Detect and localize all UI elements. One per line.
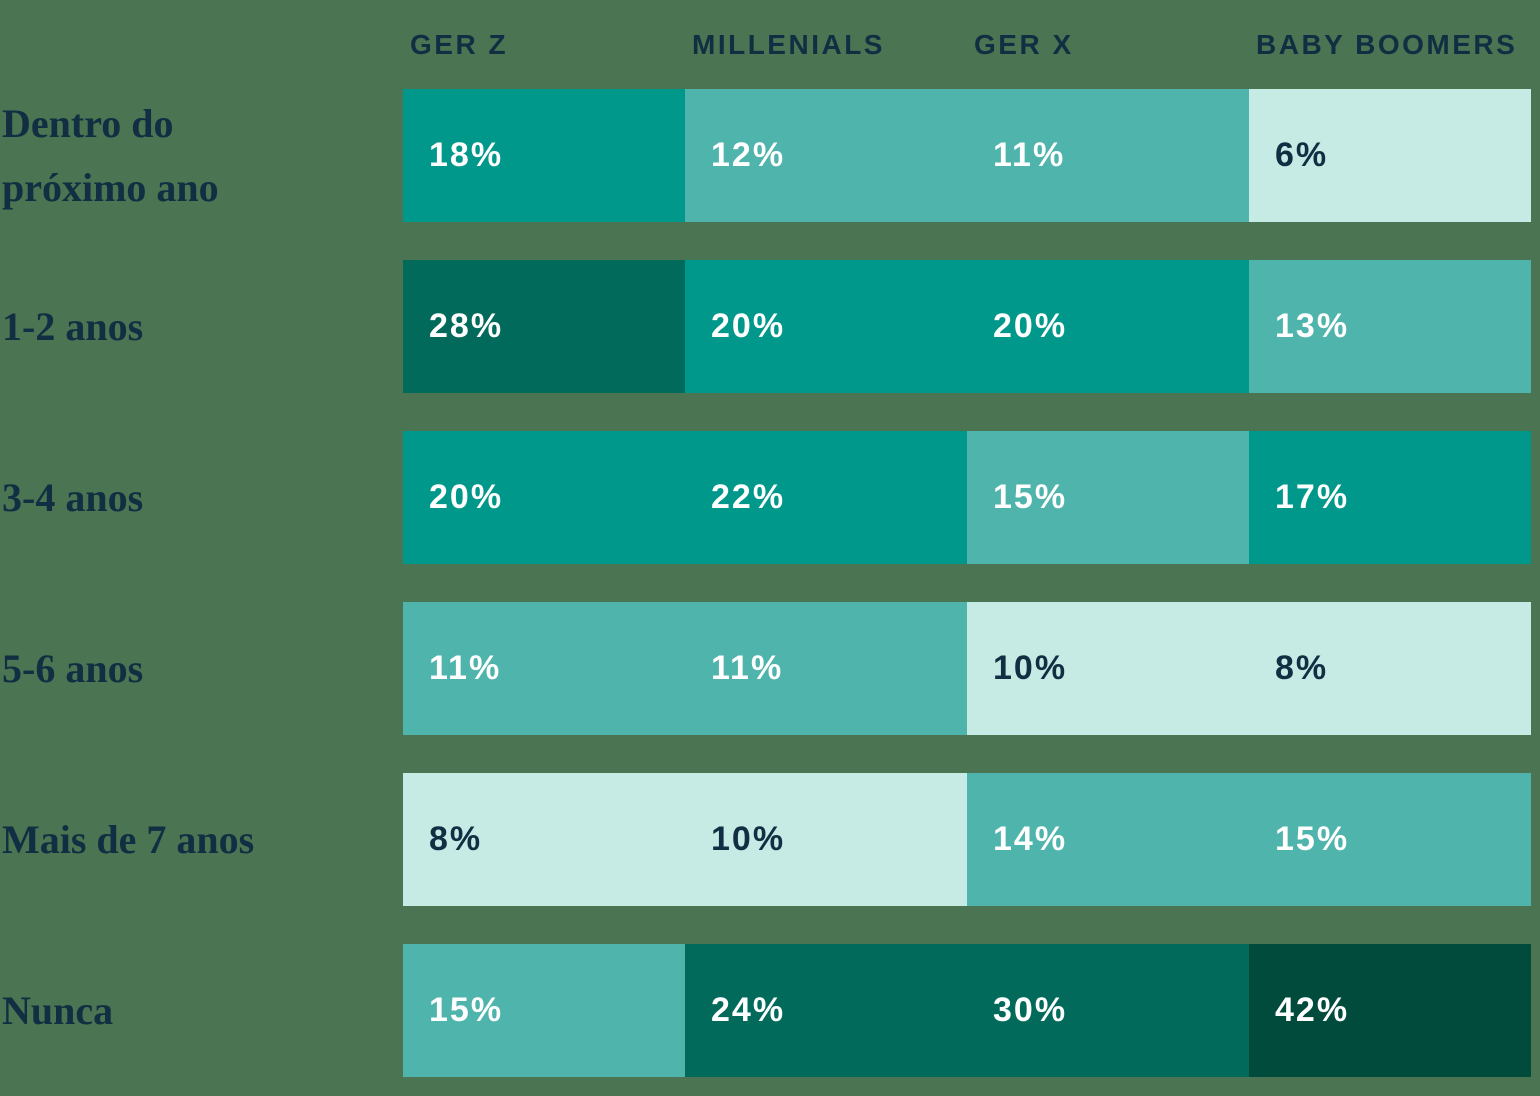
value-cell: 13% bbox=[1249, 260, 1531, 393]
value-cell: 42% bbox=[1249, 944, 1531, 1077]
value-cell: 20% bbox=[967, 260, 1249, 393]
value-cell: 20% bbox=[685, 260, 967, 393]
value-cell: 10% bbox=[685, 773, 967, 906]
value-cell: 28% bbox=[403, 260, 685, 393]
value-cell: 11% bbox=[967, 89, 1249, 222]
value-cell: 18% bbox=[403, 89, 685, 222]
value-cell: 15% bbox=[1249, 773, 1531, 906]
value-cell: 14% bbox=[967, 773, 1249, 906]
value-cell: 20% bbox=[403, 431, 685, 564]
value-cell: 8% bbox=[403, 773, 685, 906]
heatmap-table: GER Z MILLENIALS GER X BABY BOOMERS Dent… bbox=[0, 0, 1531, 1077]
row-label: Mais de 7 anos bbox=[2, 816, 255, 862]
value-cell: 12% bbox=[685, 89, 967, 222]
value-cell: 24% bbox=[685, 944, 967, 1077]
value-cell: 6% bbox=[1249, 89, 1531, 222]
value-cell: 10% bbox=[967, 602, 1249, 735]
table-row-5-6-anos: 5-6 anos 11% 11% 10% 8% bbox=[0, 602, 1531, 735]
column-header-baby-boomers: BABY BOOMERS bbox=[1256, 28, 1518, 60]
value-cell: 11% bbox=[403, 602, 685, 735]
table-row-nunca: Nunca 15% 24% 30% 42% bbox=[0, 944, 1531, 1077]
row-label: Nunca bbox=[2, 987, 114, 1033]
value-cell: 22% bbox=[685, 431, 967, 564]
table-row-mais-de-7-anos: Mais de 7 anos 8% 10% 14% 15% bbox=[0, 773, 1531, 906]
value-cell: 30% bbox=[967, 944, 1249, 1077]
row-label: 1-2 anos bbox=[2, 303, 144, 349]
column-header-row: GER Z MILLENIALS GER X BABY BOOMERS bbox=[0, 0, 1531, 89]
table-row-dentro-do-proximo-ano: Dentro do próximo ano 18% 12% 11% 6% bbox=[0, 89, 1531, 222]
row-label: 3-4 anos bbox=[2, 474, 144, 520]
column-header-ger-x: GER X bbox=[974, 28, 1074, 60]
value-cell: 11% bbox=[685, 602, 967, 735]
row-label: Dentro do próximo ano bbox=[2, 100, 219, 210]
column-header-ger-z: GER Z bbox=[410, 28, 509, 60]
row-label: 5-6 anos bbox=[2, 645, 144, 691]
value-cell: 15% bbox=[403, 944, 685, 1077]
value-cell: 8% bbox=[1249, 602, 1531, 735]
table-row-1-2-anos: 1-2 anos 28% 20% 20% 13% bbox=[0, 260, 1531, 393]
column-header-millenials: MILLENIALS bbox=[692, 28, 885, 60]
table-row-3-4-anos: 3-4 anos 20% 22% 15% 17% bbox=[0, 431, 1531, 564]
value-cell: 17% bbox=[1249, 431, 1531, 564]
value-cell: 15% bbox=[967, 431, 1249, 564]
